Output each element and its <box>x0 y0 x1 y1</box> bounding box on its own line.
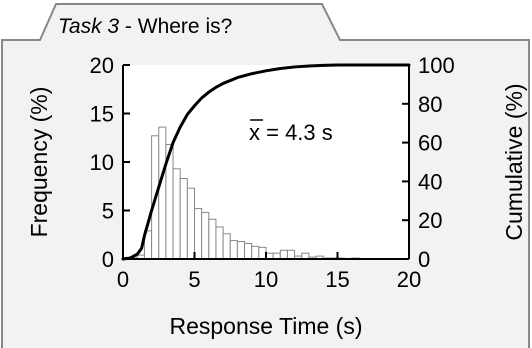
y2-ticks: 0 20 40 60 80 100 <box>402 53 455 272</box>
histogram-bar <box>286 249 296 260</box>
histogram-bar <box>222 233 231 260</box>
histogram-bar <box>186 187 196 260</box>
histogram-bar <box>179 177 188 260</box>
y2-axis-title: Cumulative (%) <box>501 83 527 240</box>
y-tick-label: 20 <box>90 53 114 78</box>
y2-tick-label: 80 <box>418 92 442 117</box>
y2-tick-label: 40 <box>418 169 442 194</box>
histogram-bar <box>258 246 267 260</box>
x-ticks: 0 5 10 15 20 <box>117 252 421 292</box>
y2-tick-label: 0 <box>418 247 430 272</box>
y-tick-label: 10 <box>90 150 114 175</box>
x-axis-title: Response Time (s) <box>169 313 362 339</box>
y-axis-title: Frequency (%) <box>26 87 52 238</box>
y2-tick-label: 60 <box>418 131 442 156</box>
y2-tick-label: 20 <box>418 208 442 233</box>
task-title: - Where is? <box>119 15 232 38</box>
y-tick-label: 0 <box>102 247 114 272</box>
x-tick-label: 5 <box>188 267 200 292</box>
histogram-bar <box>215 226 224 260</box>
histogram-bar <box>194 208 203 260</box>
x-tick-label: 20 <box>397 267 421 292</box>
task-label: Task 3 <box>58 15 119 38</box>
x-tick-label: 15 <box>325 267 349 292</box>
y-tick-label: 5 <box>102 199 114 224</box>
histogram-bar <box>208 218 217 260</box>
cumulative-line-group <box>121 63 411 261</box>
histogram-bar <box>251 245 260 260</box>
mean-annotation: x = 4.3 s <box>249 120 333 145</box>
y-ticks: 0 5 10 15 20 <box>90 53 130 272</box>
y-tick-label: 15 <box>90 102 114 127</box>
cumulative-line <box>121 63 411 261</box>
histogram-bar <box>236 241 246 260</box>
histogram-bar <box>158 126 167 260</box>
histogram-bar <box>244 242 253 260</box>
x-tick-label: 0 <box>117 267 129 292</box>
y2-tick-label: 100 <box>418 53 455 78</box>
panel-title: Task 3 - Where is? <box>58 15 232 38</box>
histogram-bar <box>229 240 238 260</box>
histogram-bar <box>279 249 288 260</box>
histogram-bar <box>201 211 210 260</box>
histogram-bar <box>172 168 181 260</box>
x-tick-label: 10 <box>254 267 278 292</box>
